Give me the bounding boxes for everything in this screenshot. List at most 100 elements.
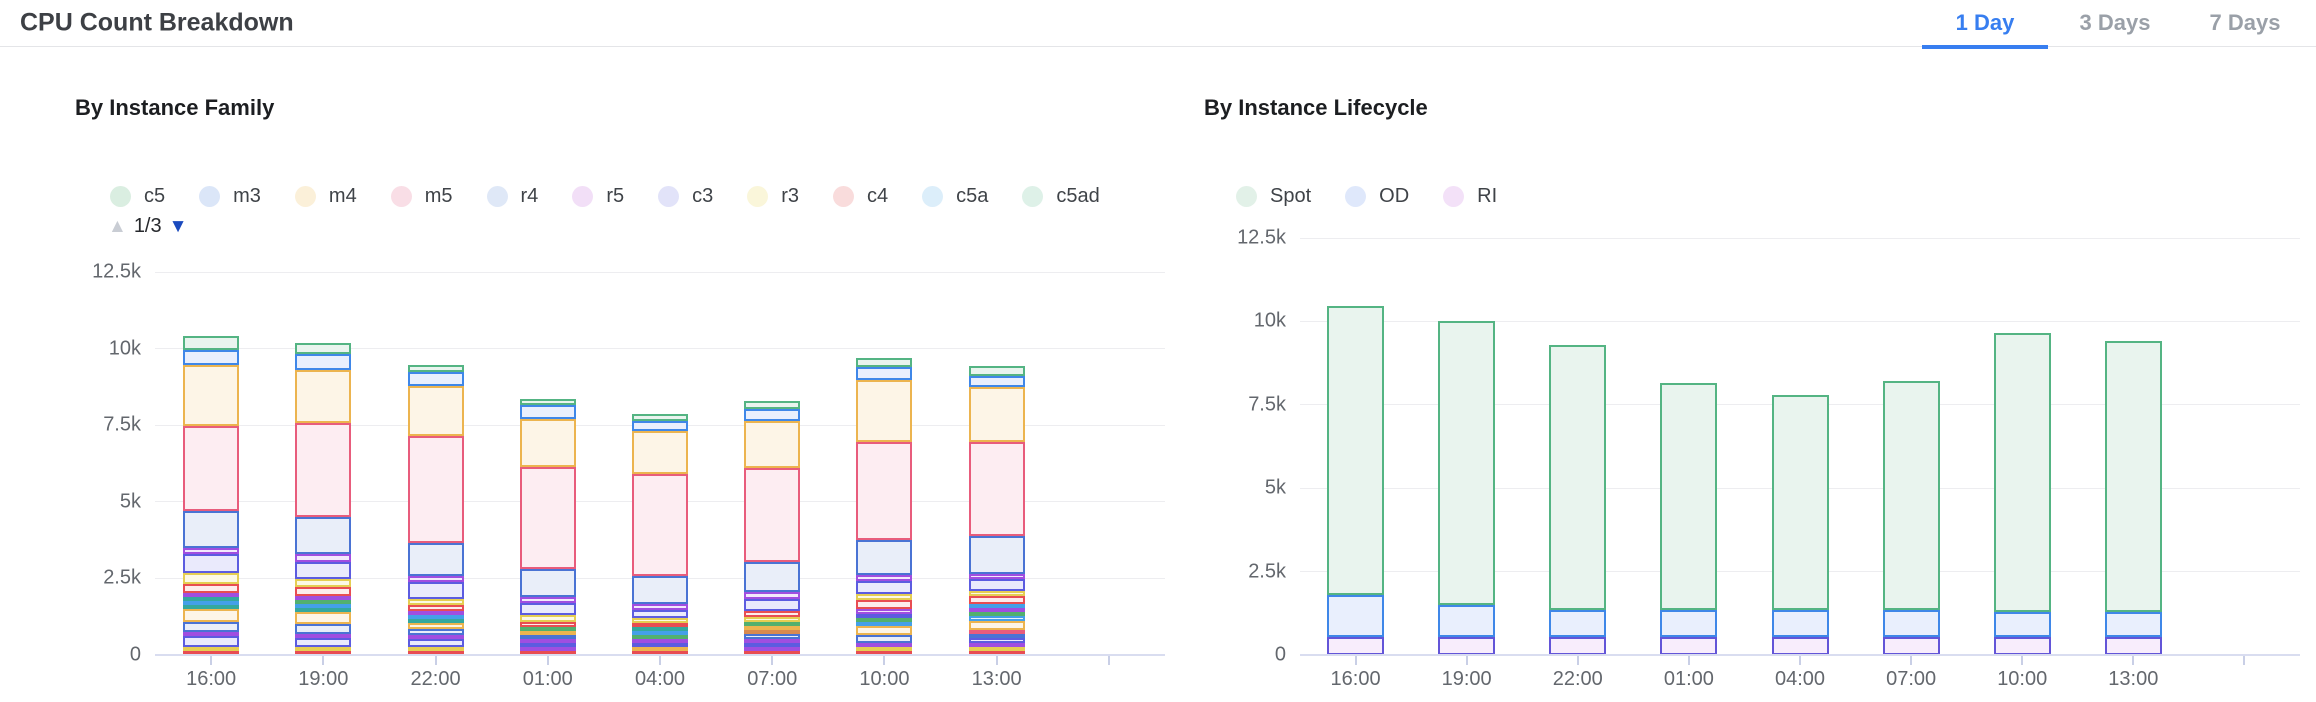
bar-segment[interactable]	[519, 467, 576, 569]
bar-segment[interactable]	[968, 638, 1025, 643]
bar-0100[interactable]	[519, 398, 576, 655]
legend-item-od[interactable]: OD	[1345, 185, 1409, 208]
bar-segment[interactable]	[1993, 636, 2051, 655]
bar-segment[interactable]	[856, 617, 913, 622]
bar-segment[interactable]	[183, 647, 240, 651]
bar-segment[interactable]	[295, 599, 352, 604]
bar-0400[interactable]	[632, 414, 688, 655]
bar-segment[interactable]	[856, 574, 913, 582]
tab-3-days[interactable]: 3 Days	[2079, 10, 2151, 35]
legend-item-c3[interactable]: c3	[658, 185, 713, 208]
bar-segment[interactable]	[1771, 609, 1829, 637]
bar-segment[interactable]	[1771, 394, 1829, 610]
bar-segment[interactable]	[295, 554, 352, 562]
legend-item-m3[interactable]: m3	[199, 185, 261, 208]
bar-segment[interactable]	[407, 638, 464, 647]
bar-segment[interactable]	[519, 603, 576, 615]
bar-segment[interactable]	[295, 370, 352, 424]
bar-segment[interactable]	[407, 614, 464, 619]
bar-segment[interactable]	[519, 621, 576, 627]
bar-segment[interactable]	[744, 616, 801, 622]
bar-segment[interactable]	[856, 581, 913, 595]
bar-segment[interactable]	[183, 605, 240, 610]
bar-segment[interactable]	[519, 639, 576, 643]
bar-segment[interactable]	[744, 420, 801, 468]
legend-page-up-icon[interactable]: ▲	[108, 215, 127, 237]
bar-segment[interactable]	[968, 365, 1025, 377]
bar-segment[interactable]	[744, 401, 801, 409]
bar-segment[interactable]	[1882, 609, 1940, 637]
legend-item-c4[interactable]: c4	[833, 185, 888, 208]
bar-segment[interactable]	[183, 573, 240, 584]
bar-segment[interactable]	[295, 603, 352, 608]
bar-segment[interactable]	[856, 379, 913, 443]
bar-segment[interactable]	[968, 608, 1025, 613]
bar-segment[interactable]	[519, 635, 576, 639]
bar-segment[interactable]	[856, 647, 913, 651]
bar-segment[interactable]	[632, 647, 688, 651]
bar-segment[interactable]	[744, 592, 801, 599]
bar-segment[interactable]	[183, 609, 240, 622]
bar-segment[interactable]	[519, 631, 576, 635]
bar-segment[interactable]	[183, 601, 240, 606]
bar-1000[interactable]	[1993, 333, 2051, 655]
bar-segment[interactable]	[744, 630, 801, 635]
bar-segment[interactable]	[407, 647, 464, 651]
bar-segment[interactable]	[1993, 611, 2051, 637]
bar-segment[interactable]	[968, 604, 1025, 609]
bar-segment[interactable]	[295, 353, 352, 371]
bar-segment[interactable]	[744, 634, 801, 639]
bar-segment[interactable]	[856, 442, 913, 541]
bar-segment[interactable]	[632, 639, 688, 643]
legend-item-m4[interactable]: m4	[294, 185, 357, 208]
bar-segment[interactable]	[856, 625, 913, 635]
bar-segment[interactable]	[519, 647, 576, 651]
bar-segment[interactable]	[744, 409, 801, 421]
bar-segment[interactable]	[295, 561, 352, 580]
bar-segment[interactable]	[856, 367, 913, 380]
bar-segment[interactable]	[295, 633, 352, 638]
bar-segment[interactable]	[632, 635, 688, 639]
bar-segment[interactable]	[519, 405, 576, 420]
legend-item-ri[interactable]: RI	[1443, 185, 1497, 208]
bar-segment[interactable]	[1327, 306, 1385, 595]
bar-segment[interactable]	[744, 467, 801, 562]
bar-segment[interactable]	[1771, 636, 1829, 655]
bar-segment[interactable]	[295, 647, 352, 651]
bar-segment[interactable]	[183, 583, 240, 594]
bar-segment[interactable]	[407, 634, 464, 639]
bar-segment[interactable]	[744, 646, 801, 651]
bar-segment[interactable]	[1660, 383, 1718, 610]
bar-segment[interactable]	[632, 618, 688, 623]
bar-segment[interactable]	[856, 594, 913, 601]
bar-segment[interactable]	[295, 517, 352, 555]
bar-segment[interactable]	[744, 626, 801, 631]
bar-segment[interactable]	[632, 627, 688, 631]
legend-item-m5[interactable]: m5	[390, 185, 453, 208]
bar-segment[interactable]	[183, 548, 240, 555]
bar-segment[interactable]	[295, 586, 352, 596]
bar-segment[interactable]	[1882, 636, 1940, 655]
bar-segment[interactable]	[183, 511, 240, 549]
bar-segment[interactable]	[183, 554, 240, 574]
bar-1000[interactable]	[856, 358, 913, 655]
bar-segment[interactable]	[1438, 636, 1496, 655]
bar-segment[interactable]	[632, 603, 688, 610]
bar-segment[interactable]	[744, 611, 801, 617]
bar-segment[interactable]	[183, 364, 240, 427]
bar-segment[interactable]	[1549, 344, 1607, 610]
bar-segment[interactable]	[968, 629, 1025, 634]
bar-segment[interactable]	[632, 609, 688, 619]
bar-segment[interactable]	[632, 575, 688, 604]
bar-segment[interactable]	[407, 610, 464, 615]
bar-segment[interactable]	[968, 620, 1025, 630]
bar-segment[interactable]	[407, 436, 464, 544]
bar-segment[interactable]	[407, 371, 464, 386]
bar-segment[interactable]	[407, 365, 464, 372]
bar-segment[interactable]	[407, 618, 464, 623]
bar-segment[interactable]	[968, 647, 1025, 651]
bar-segment[interactable]	[295, 607, 352, 612]
bar-segment[interactable]	[744, 561, 801, 593]
bar-segment[interactable]	[295, 343, 352, 354]
bar-segment[interactable]	[968, 595, 1025, 605]
